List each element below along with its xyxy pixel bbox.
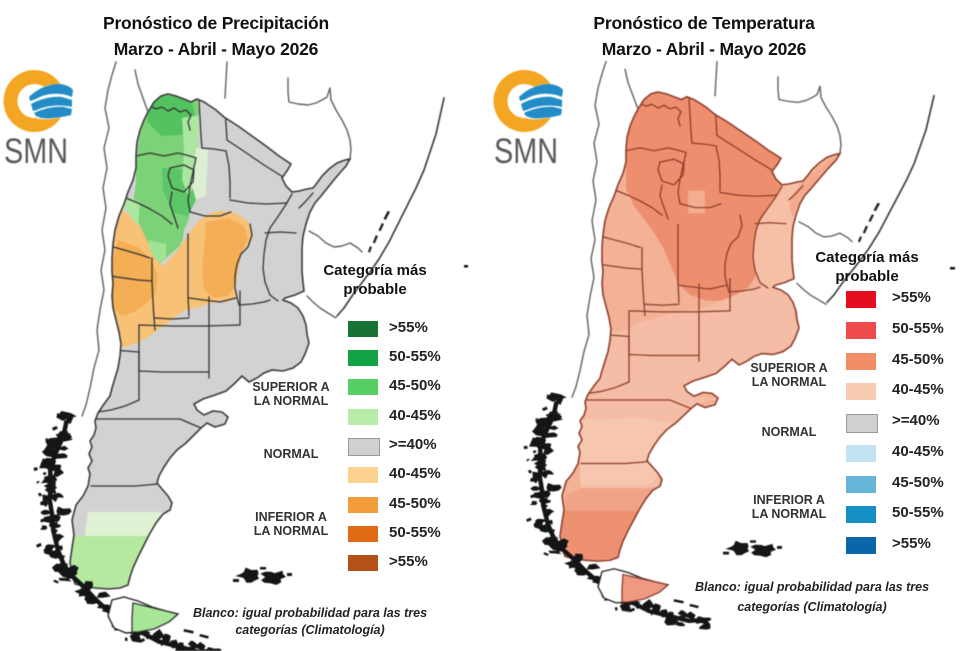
svg-text:SMN: SMN	[4, 132, 68, 171]
svg-text:SMN: SMN	[494, 132, 558, 171]
